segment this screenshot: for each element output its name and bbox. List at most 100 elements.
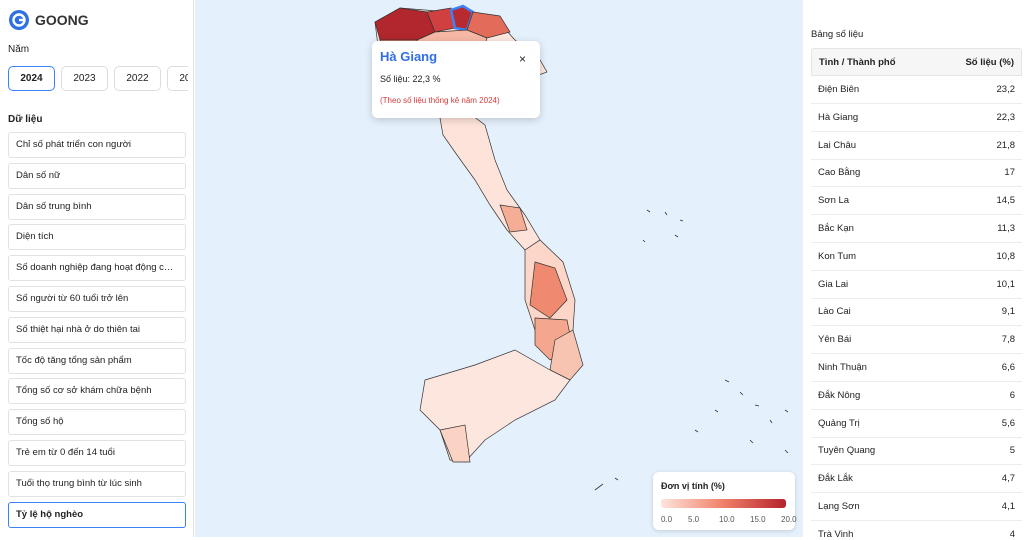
- data-item[interactable]: Tỷ lệ hộ nghèo: [8, 501, 186, 528]
- close-button[interactable]: ×: [518, 52, 526, 66]
- province: [439, 424, 471, 463]
- value-cell: 17: [1004, 167, 1015, 179]
- year-button[interactable]: 2022: [114, 66, 161, 91]
- table-row[interactable]: Bắc Kạn 11,3: [811, 215, 1022, 243]
- popup: Hà Giang × Số liệu: 22,3 % (Theo số liệu…: [372, 41, 540, 118]
- table-row[interactable]: Ninh Thuận 6,6: [811, 354, 1022, 382]
- header-cell: Số liệu (%): [965, 56, 1014, 68]
- data-item[interactable]: Tuổi thọ trung bình từ lúc sinh: [8, 470, 186, 497]
- legend-tick: 0.0: [661, 515, 673, 524]
- table-row[interactable]: Hà Giang 22,3: [811, 104, 1022, 132]
- name-cell: Lào Cai: [818, 306, 851, 318]
- data-item[interactable]: Diện tích: [8, 224, 186, 251]
- name-cell: Trà Vinh: [818, 528, 854, 537]
- table-row[interactable]: Quảng Trị 5,6: [811, 410, 1022, 438]
- popup-note: (Theo số liệu thống kê năm 2024): [380, 96, 500, 105]
- table-row[interactable]: Gia Lai 10,1: [811, 271, 1022, 299]
- province: [499, 204, 528, 233]
- year-label: Năm: [8, 44, 30, 55]
- data-item[interactable]: Số thiệt hại nhà ở do thiên tai: [8, 316, 186, 343]
- islands: [594, 209, 789, 491]
- logo-text: GOONG: [35, 12, 89, 28]
- year-button[interactable]: 2021: [167, 66, 188, 91]
- value-cell: 21,8: [996, 139, 1016, 151]
- province: [549, 329, 584, 381]
- data-item[interactable]: Chỉ số phát triển con người: [8, 132, 186, 158]
- legend-title: Đơn vị tính (%): [661, 481, 725, 491]
- value-cell: 5,6: [1001, 417, 1015, 429]
- data-item[interactable]: Trẻ em từ 0 đến 14 tuổi: [8, 440, 186, 466]
- name-cell: Điện Biên: [818, 84, 860, 95]
- name-cell: Bắc Kạn: [818, 223, 854, 234]
- legend-tick: 15.0: [750, 515, 766, 524]
- table-row[interactable]: Lai Châu 21,8: [811, 132, 1022, 160]
- data-table-panel: Bảng số liệu Tỉnh / Thành phố Số liệu (%)…: [803, 0, 1024, 537]
- name-cell: Sơn La: [818, 195, 850, 207]
- logo-icon: [9, 10, 29, 30]
- province: [529, 261, 568, 319]
- year-button[interactable]: 2024: [8, 66, 55, 91]
- value-cell: 11,3: [997, 223, 1015, 234]
- legend-tick: 10.0: [719, 515, 735, 524]
- legend-tick: 5.0: [688, 515, 700, 524]
- legend-gradient: [661, 499, 786, 508]
- legend-tick: 20.0: [781, 515, 797, 524]
- name-cell: Ninh Thuận: [818, 362, 867, 373]
- year-button[interactable]: 2023: [61, 66, 108, 91]
- value-cell: 5: [1009, 445, 1015, 457]
- table-row[interactable]: Cao Bằng 17: [811, 159, 1022, 188]
- name-cell: Đắk Nông: [818, 389, 861, 401]
- name-cell: Yên Bái: [818, 334, 852, 346]
- table-row[interactable]: Sơn La 14,5: [811, 187, 1022, 216]
- value-cell: 4,7: [1001, 473, 1015, 485]
- name-cell: Cao Bằng: [818, 167, 861, 179]
- data-item[interactable]: Dân số trung bình: [8, 193, 186, 220]
- value-cell: 6: [1009, 389, 1015, 401]
- table-header: Tỉnh / Thành phố Số liệu (%): [811, 48, 1022, 76]
- table-row[interactable]: Đắk Nông 6: [811, 382, 1022, 410]
- data-item[interactable]: Tổng số hộ: [8, 409, 186, 436]
- header-cell: Tỉnh / Thành phố: [819, 56, 896, 68]
- logo[interactable]: GOONG: [8, 9, 89, 31]
- name-cell: Hà Giang: [818, 111, 859, 123]
- data-label: Dữ liệu: [8, 114, 43, 125]
- name-cell: Gia Lai: [818, 278, 849, 290]
- table-row[interactable]: Đắk Lắk 4,7: [811, 465, 1022, 494]
- name-cell: Lạng Sơn: [818, 501, 860, 512]
- legend: Đơn vị tính (%) 0.0 5.0 10.0 15.0 20.0: [653, 472, 797, 530]
- value-cell: 4,1: [1001, 501, 1015, 512]
- table-row[interactable]: Điện Biên 23,2: [811, 76, 1022, 104]
- table-row[interactable]: Trà Vinh 4: [811, 521, 1022, 537]
- value-cell: 4: [1009, 528, 1015, 537]
- value-cell: 23,2: [996, 84, 1016, 95]
- data-item[interactable]: Số người từ 60 tuổi trở lên: [8, 286, 186, 312]
- value-cell: 9,1: [1001, 306, 1015, 318]
- value-cell: 7,8: [1001, 334, 1015, 346]
- value-cell: 6,6: [1001, 362, 1015, 373]
- table-row[interactable]: Yên Bái 7,8: [811, 326, 1022, 355]
- table-row[interactable]: Lạng Sơn 4,1: [811, 493, 1022, 521]
- value-cell: 14,5: [996, 195, 1016, 207]
- value-cell: 22,3: [996, 111, 1016, 123]
- table-title: Bảng số liệu: [811, 29, 864, 40]
- table-row[interactable]: Tuyên Quang 5: [811, 437, 1022, 466]
- name-cell: Kon Tum: [818, 250, 857, 262]
- name-cell: Quảng Trị: [818, 417, 860, 429]
- value-cell: 10,8: [996, 250, 1016, 262]
- data-item[interactable]: Tổng số cơ sở khám chữa bệnh: [8, 378, 186, 405]
- table-row[interactable]: Kon Tum 10,8: [811, 243, 1022, 271]
- province: [466, 11, 511, 39]
- popup-title: Hà Giang: [380, 49, 438, 64]
- data-item[interactable]: Số doanh nghiệp đang hoạt động có kết qu…: [8, 255, 186, 282]
- data-item[interactable]: Tốc độ tăng tổng sản phẩm: [8, 347, 186, 374]
- data-item[interactable]: Dân số nữ: [8, 162, 186, 189]
- popup-value: Số liệu: 22,3 %: [380, 74, 441, 84]
- name-cell: Đắk Lắk: [818, 473, 853, 485]
- name-cell: Lai Châu: [818, 139, 857, 151]
- table-row[interactable]: Lào Cai 9,1: [811, 298, 1022, 327]
- name-cell: Tuyên Quang: [818, 445, 876, 457]
- value-cell: 10,1: [996, 278, 1016, 290]
